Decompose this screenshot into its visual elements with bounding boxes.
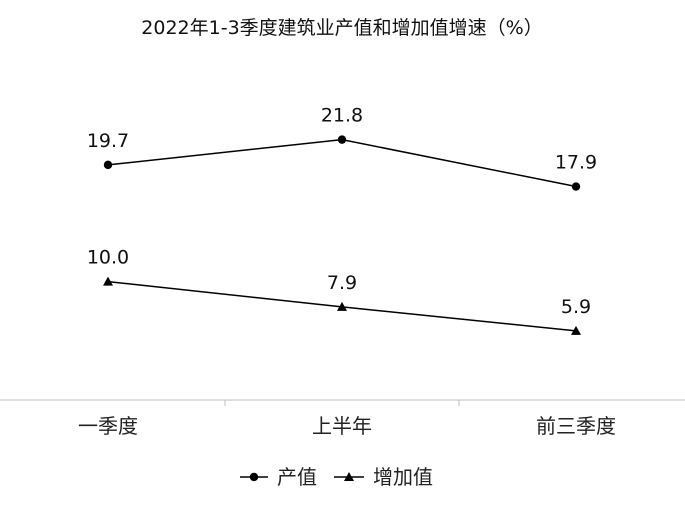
data-label: 19.7	[87, 130, 129, 152]
legend-label: 产值	[277, 465, 317, 489]
x-axis-tick-label: 上半年	[312, 414, 372, 438]
x-axis-tick-labels: 一季度 上半年 前三季度	[78, 414, 616, 438]
series-line-1	[107, 138, 577, 188]
x-axis-tick-label: 一季度	[78, 414, 138, 438]
plot-area: 19.7 21.8 17.9 10.0 7.9 5.9	[87, 105, 597, 335]
legend-label: 增加值	[373, 465, 433, 489]
data-point	[337, 135, 347, 144]
chart-title: 2022年1-3季度建筑业产值和增加值增速（%）	[141, 17, 542, 39]
data-label: 21.8	[321, 105, 363, 127]
data-label: 10.0	[87, 247, 129, 269]
data-point	[103, 160, 113, 170]
x-axis-tick-label: 前三季度	[536, 414, 616, 438]
data-point	[337, 301, 347, 311]
data-point	[103, 276, 113, 286]
legend-marker-triangle	[344, 472, 354, 481]
data-point	[571, 325, 581, 335]
data-label: 7.9	[327, 272, 357, 294]
legend: 产值 增加值	[240, 465, 433, 489]
data-label: 5.9	[561, 296, 591, 318]
data-label: 17.9	[555, 152, 597, 174]
data-point	[571, 182, 581, 191]
legend-marker-circle	[249, 472, 259, 482]
